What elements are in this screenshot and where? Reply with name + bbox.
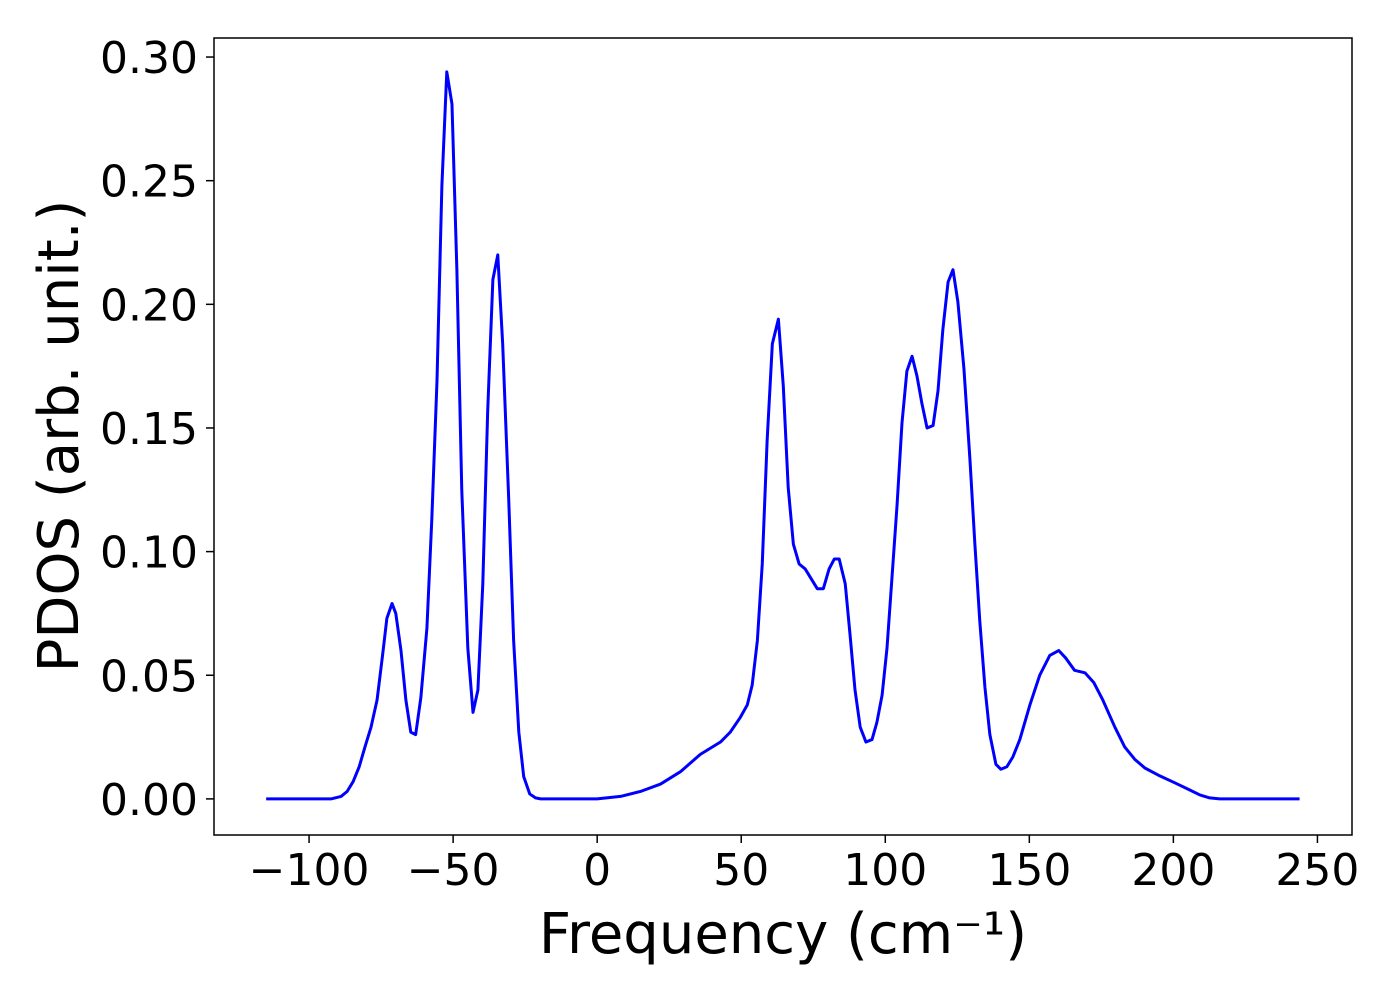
y-tick-label: 0.00	[100, 775, 198, 826]
x-tick-label: 0	[583, 845, 611, 896]
y-tick-label: 0.10	[100, 528, 198, 579]
x-tick-label: 250	[1275, 845, 1359, 896]
y-axis-label: PDOS (arb. unit.)	[27, 200, 92, 673]
x-axis-label: Frequency (cm⁻¹)	[539, 902, 1027, 967]
line-series	[266, 70, 1300, 801]
y-tick-label: 0.05	[100, 651, 198, 702]
x-tick-label: 150	[987, 845, 1071, 896]
y-tick-label: 0.20	[100, 280, 198, 331]
y-tick-label: 0.15	[100, 404, 198, 455]
x-tick-label: −50	[407, 845, 500, 896]
plot-frame	[213, 37, 1353, 836]
y-tick-label: 0.30	[100, 33, 198, 84]
x-tick-label: −100	[249, 845, 370, 896]
y-tick-label: 0.25	[100, 157, 198, 208]
x-tick-label: 100	[843, 845, 927, 896]
x-tick-label: 50	[713, 845, 769, 896]
x-tick-label: 200	[1131, 845, 1215, 896]
